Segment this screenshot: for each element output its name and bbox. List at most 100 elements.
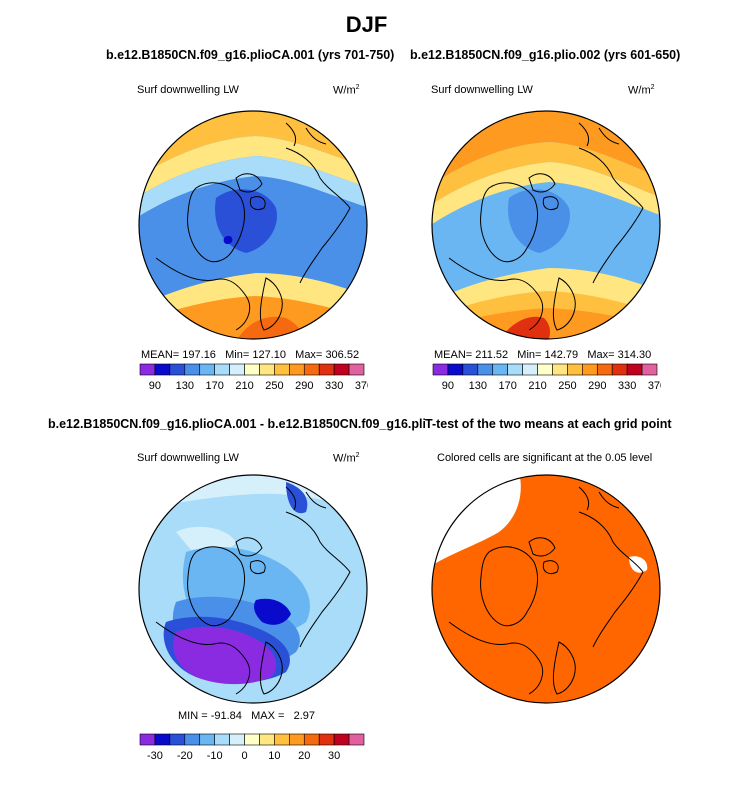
panel1-coastline bbox=[285, 147, 351, 284]
panel2-units: W/m2 bbox=[628, 84, 655, 97]
panel4-title: T-test of the two means at each grid poi… bbox=[425, 417, 672, 431]
cb2-tick-label: 370 bbox=[648, 380, 661, 392]
cb3-box bbox=[259, 733, 275, 746]
cb2-box bbox=[596, 363, 613, 376]
panel1-coastline bbox=[259, 277, 283, 331]
panel4-insignificant-area bbox=[629, 556, 648, 573]
cb3-box bbox=[154, 733, 171, 746]
cb1-box bbox=[139, 363, 156, 376]
cb3-box bbox=[169, 733, 186, 746]
panel1-band bbox=[139, 136, 367, 198]
cb2-box bbox=[641, 363, 658, 376]
panel2-coastline bbox=[578, 147, 644, 284]
cb1-box bbox=[333, 363, 350, 376]
panel1-min-spot bbox=[223, 235, 233, 245]
cb1-tick-label: 170 bbox=[205, 380, 223, 392]
cb1-tick-label: 250 bbox=[265, 380, 283, 392]
panel2-border bbox=[431, 110, 661, 340]
panel2-band bbox=[432, 142, 660, 206]
cb2-box bbox=[492, 363, 508, 376]
panel2-coastline bbox=[480, 182, 538, 263]
cb3-tick-label: -30 bbox=[147, 750, 163, 762]
panel3-coastline bbox=[155, 621, 251, 695]
panel1-stats: MEAN= 197.16 Min= 127.10 Max= 306.52 bbox=[141, 349, 360, 361]
cb1-box bbox=[214, 363, 230, 376]
cb1-tick-label: 330 bbox=[325, 380, 343, 392]
panel4-coastline bbox=[578, 511, 644, 648]
cb2-box bbox=[462, 363, 479, 376]
cb1-box bbox=[199, 363, 215, 376]
cb3-box bbox=[229, 733, 245, 746]
cb2-box bbox=[537, 363, 553, 376]
panel3-coastline bbox=[187, 546, 245, 627]
cb1-box bbox=[274, 363, 290, 376]
panel3-variable: Surf downwelling LW bbox=[137, 452, 239, 464]
cb3-tick-label: -10 bbox=[207, 750, 223, 762]
panel1-coastline bbox=[187, 182, 245, 263]
cb2-tick-label: 210 bbox=[528, 380, 546, 392]
panel2-title: b.e12.B1850CN.f09_g16.plio.002 (yrs 601-… bbox=[410, 48, 681, 62]
panel4-coastline bbox=[578, 486, 620, 511]
cb1-box bbox=[318, 363, 335, 376]
panel4-coastline bbox=[480, 546, 538, 627]
cb3-box bbox=[199, 733, 215, 746]
map3-field bbox=[139, 475, 367, 703]
panel1-coastline bbox=[285, 122, 327, 147]
panel4-coastline bbox=[528, 537, 559, 575]
cb3-tick-label: 0 bbox=[241, 750, 247, 762]
cb2-box bbox=[611, 363, 628, 376]
cb1-box bbox=[348, 363, 365, 376]
panel1-band bbox=[139, 156, 367, 218]
panel1-coastline bbox=[235, 173, 266, 211]
cb1-tick-label: 370 bbox=[355, 380, 368, 392]
panel2-stats: MEAN= 211.52 Min= 142.79 Max= 314.30 bbox=[434, 349, 652, 361]
cb1-box bbox=[289, 363, 305, 376]
cb2-tick-label: 250 bbox=[558, 380, 576, 392]
panel3-navy-core bbox=[254, 598, 291, 625]
panel3-coastline bbox=[259, 641, 283, 695]
panel3-light-patch bbox=[176, 526, 236, 552]
panel3-coastline bbox=[235, 537, 266, 575]
panel2-colorbar: 90 130 170 210 250 290 330 370 bbox=[432, 363, 661, 392]
panel2-coastline bbox=[578, 122, 620, 147]
cb3-box bbox=[244, 733, 260, 746]
cb2-box bbox=[552, 363, 568, 376]
cb2-tick-label: 330 bbox=[618, 380, 636, 392]
panel1-border bbox=[138, 110, 368, 340]
cb3-tick-label: 10 bbox=[268, 750, 280, 762]
panel3-coastline bbox=[285, 486, 327, 511]
cb3-box bbox=[139, 733, 156, 746]
cb3-box bbox=[318, 733, 335, 746]
panel1-variable: Surf downwelling LW bbox=[137, 84, 239, 96]
panel3-title: b.e12.B1850CN.f09_g16.plioCA.001 - b.e12… bbox=[48, 417, 458, 431]
cb2-box bbox=[447, 363, 464, 376]
panel4-map bbox=[431, 474, 661, 704]
cb3-box bbox=[214, 733, 230, 746]
cb2-tick-label: 130 bbox=[469, 380, 487, 392]
panel3-colorbar: -30 -20 -10 0 10 20 30 bbox=[139, 733, 365, 762]
panel3-blue-patch bbox=[286, 482, 308, 514]
cb3-box bbox=[184, 733, 201, 746]
panel3-coastline bbox=[285, 511, 351, 648]
cb2-tick-label: 290 bbox=[588, 380, 606, 392]
cb3-box bbox=[303, 733, 320, 746]
cb3-box bbox=[333, 733, 350, 746]
cb1-tick-label: 90 bbox=[149, 380, 161, 392]
cb1-tick-label: 130 bbox=[176, 380, 194, 392]
cb2-box bbox=[507, 363, 523, 376]
panel1-title: b.e12.B1850CN.f09_g16.plioCA.001 (yrs 70… bbox=[106, 48, 395, 62]
panel2-coastline bbox=[528, 173, 559, 211]
panel4-significant-area bbox=[432, 475, 660, 703]
cb1-tick-label: 290 bbox=[295, 380, 313, 392]
panel2-coastline bbox=[448, 257, 544, 331]
cb3-tick-label: 30 bbox=[328, 750, 340, 762]
cb3-box bbox=[348, 733, 365, 746]
panel1-coastline bbox=[155, 257, 251, 331]
panel3-border bbox=[138, 474, 368, 704]
cb2-tick-label: 90 bbox=[442, 380, 454, 392]
cb3-box bbox=[289, 733, 305, 746]
cb1-box bbox=[184, 363, 201, 376]
cb1-box bbox=[259, 363, 275, 376]
cb2-box bbox=[582, 363, 598, 376]
cb1-box bbox=[244, 363, 260, 376]
